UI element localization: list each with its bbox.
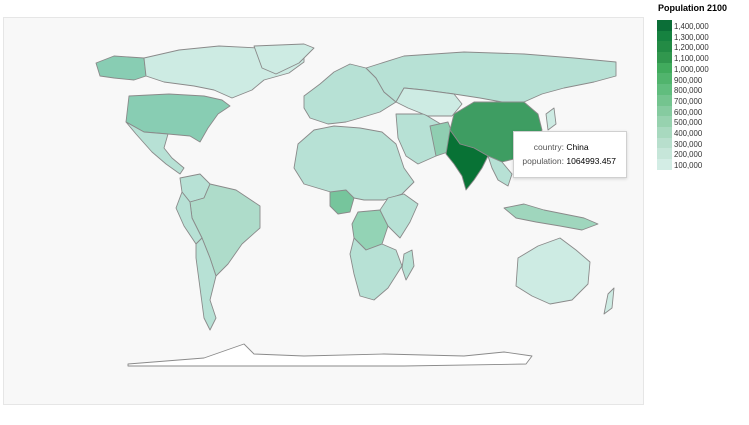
legend-color-scale — [657, 20, 672, 170]
legend-color-step — [657, 158, 672, 170]
tooltip-population-row: population: 1064993.457 — [514, 156, 626, 166]
legend-color-step — [657, 73, 672, 85]
tooltip-population-key: population: — [522, 156, 564, 166]
legend-color-step — [657, 84, 672, 95]
legend-tick-label: 1,100,000 — [674, 54, 709, 64]
country-north-africa[interactable] — [293, 125, 415, 201]
country-indonesia[interactable] — [503, 203, 599, 231]
legend-color-step — [657, 52, 672, 63]
legend-color-step — [657, 30, 672, 42]
tooltip-country-row: country: China — [514, 142, 626, 152]
legend-color-step — [657, 148, 672, 159]
legend-tick-label: 800,000 — [674, 86, 703, 96]
legend-color-step — [657, 116, 672, 127]
legend-tick-label: 500,000 — [674, 118, 703, 128]
tooltip-population-value: 1064993.457 — [566, 156, 617, 166]
tooltip-country-key: country: — [533, 142, 564, 152]
legend-color-step — [657, 137, 672, 149]
country-usa-alaska[interactable] — [95, 55, 147, 81]
country-australia[interactable] — [515, 237, 591, 305]
legend-tick-label: 100,000 — [674, 161, 703, 171]
country-japan[interactable] — [545, 107, 557, 131]
legend-tick-label: 600,000 — [674, 107, 703, 117]
country-mexico[interactable] — [125, 121, 185, 175]
country-antarctica[interactable] — [127, 343, 533, 367]
legend-color-step — [657, 41, 672, 53]
world-map[interactable] — [4, 18, 645, 406]
legend-color-step — [657, 94, 672, 106]
country-tooltip: country: China population: 1064993.457 — [513, 131, 627, 178]
legend-tick-label: 400,000 — [674, 129, 703, 138]
country-nigeria[interactable] — [329, 189, 355, 215]
country-india[interactable] — [445, 129, 489, 191]
country-kazakhstan[interactable] — [395, 87, 463, 117]
legend-color-step — [657, 126, 672, 138]
legend-color-step — [657, 105, 672, 117]
legend-tick-label: 1,300,000 — [674, 32, 709, 42]
legend-tick-label: 1,000,000 — [674, 64, 709, 74]
country-southeast-asia[interactable] — [487, 155, 513, 187]
map-panel[interactable] — [3, 17, 644, 405]
legend-tick-label: 900,000 — [674, 75, 703, 85]
legend-tick-label: 300,000 — [674, 139, 703, 149]
country-east-africa[interactable] — [379, 193, 419, 239]
country-greenland[interactable] — [253, 43, 315, 75]
country-madagascar[interactable] — [401, 249, 415, 281]
country-south-africa[interactable] — [349, 237, 403, 301]
country-new-zealand[interactable] — [603, 287, 615, 315]
color-legend: Population 2100 1,400,000 1,300,000 1,200,… — [657, 3, 749, 193]
legend-tick-label: 200,000 — [674, 150, 703, 160]
legend-color-step — [657, 62, 672, 74]
tooltip-country-value: China — [566, 142, 589, 152]
legend-title: Population 2100 — [658, 3, 728, 13]
legend-tick-label: 1,200,000 — [674, 43, 709, 53]
country-argentina[interactable] — [195, 237, 217, 331]
legend-tick-label: 1,400,000 — [674, 22, 709, 31]
legend-tick-label: 700,000 — [674, 96, 703, 106]
legend-color-step — [657, 20, 672, 31]
